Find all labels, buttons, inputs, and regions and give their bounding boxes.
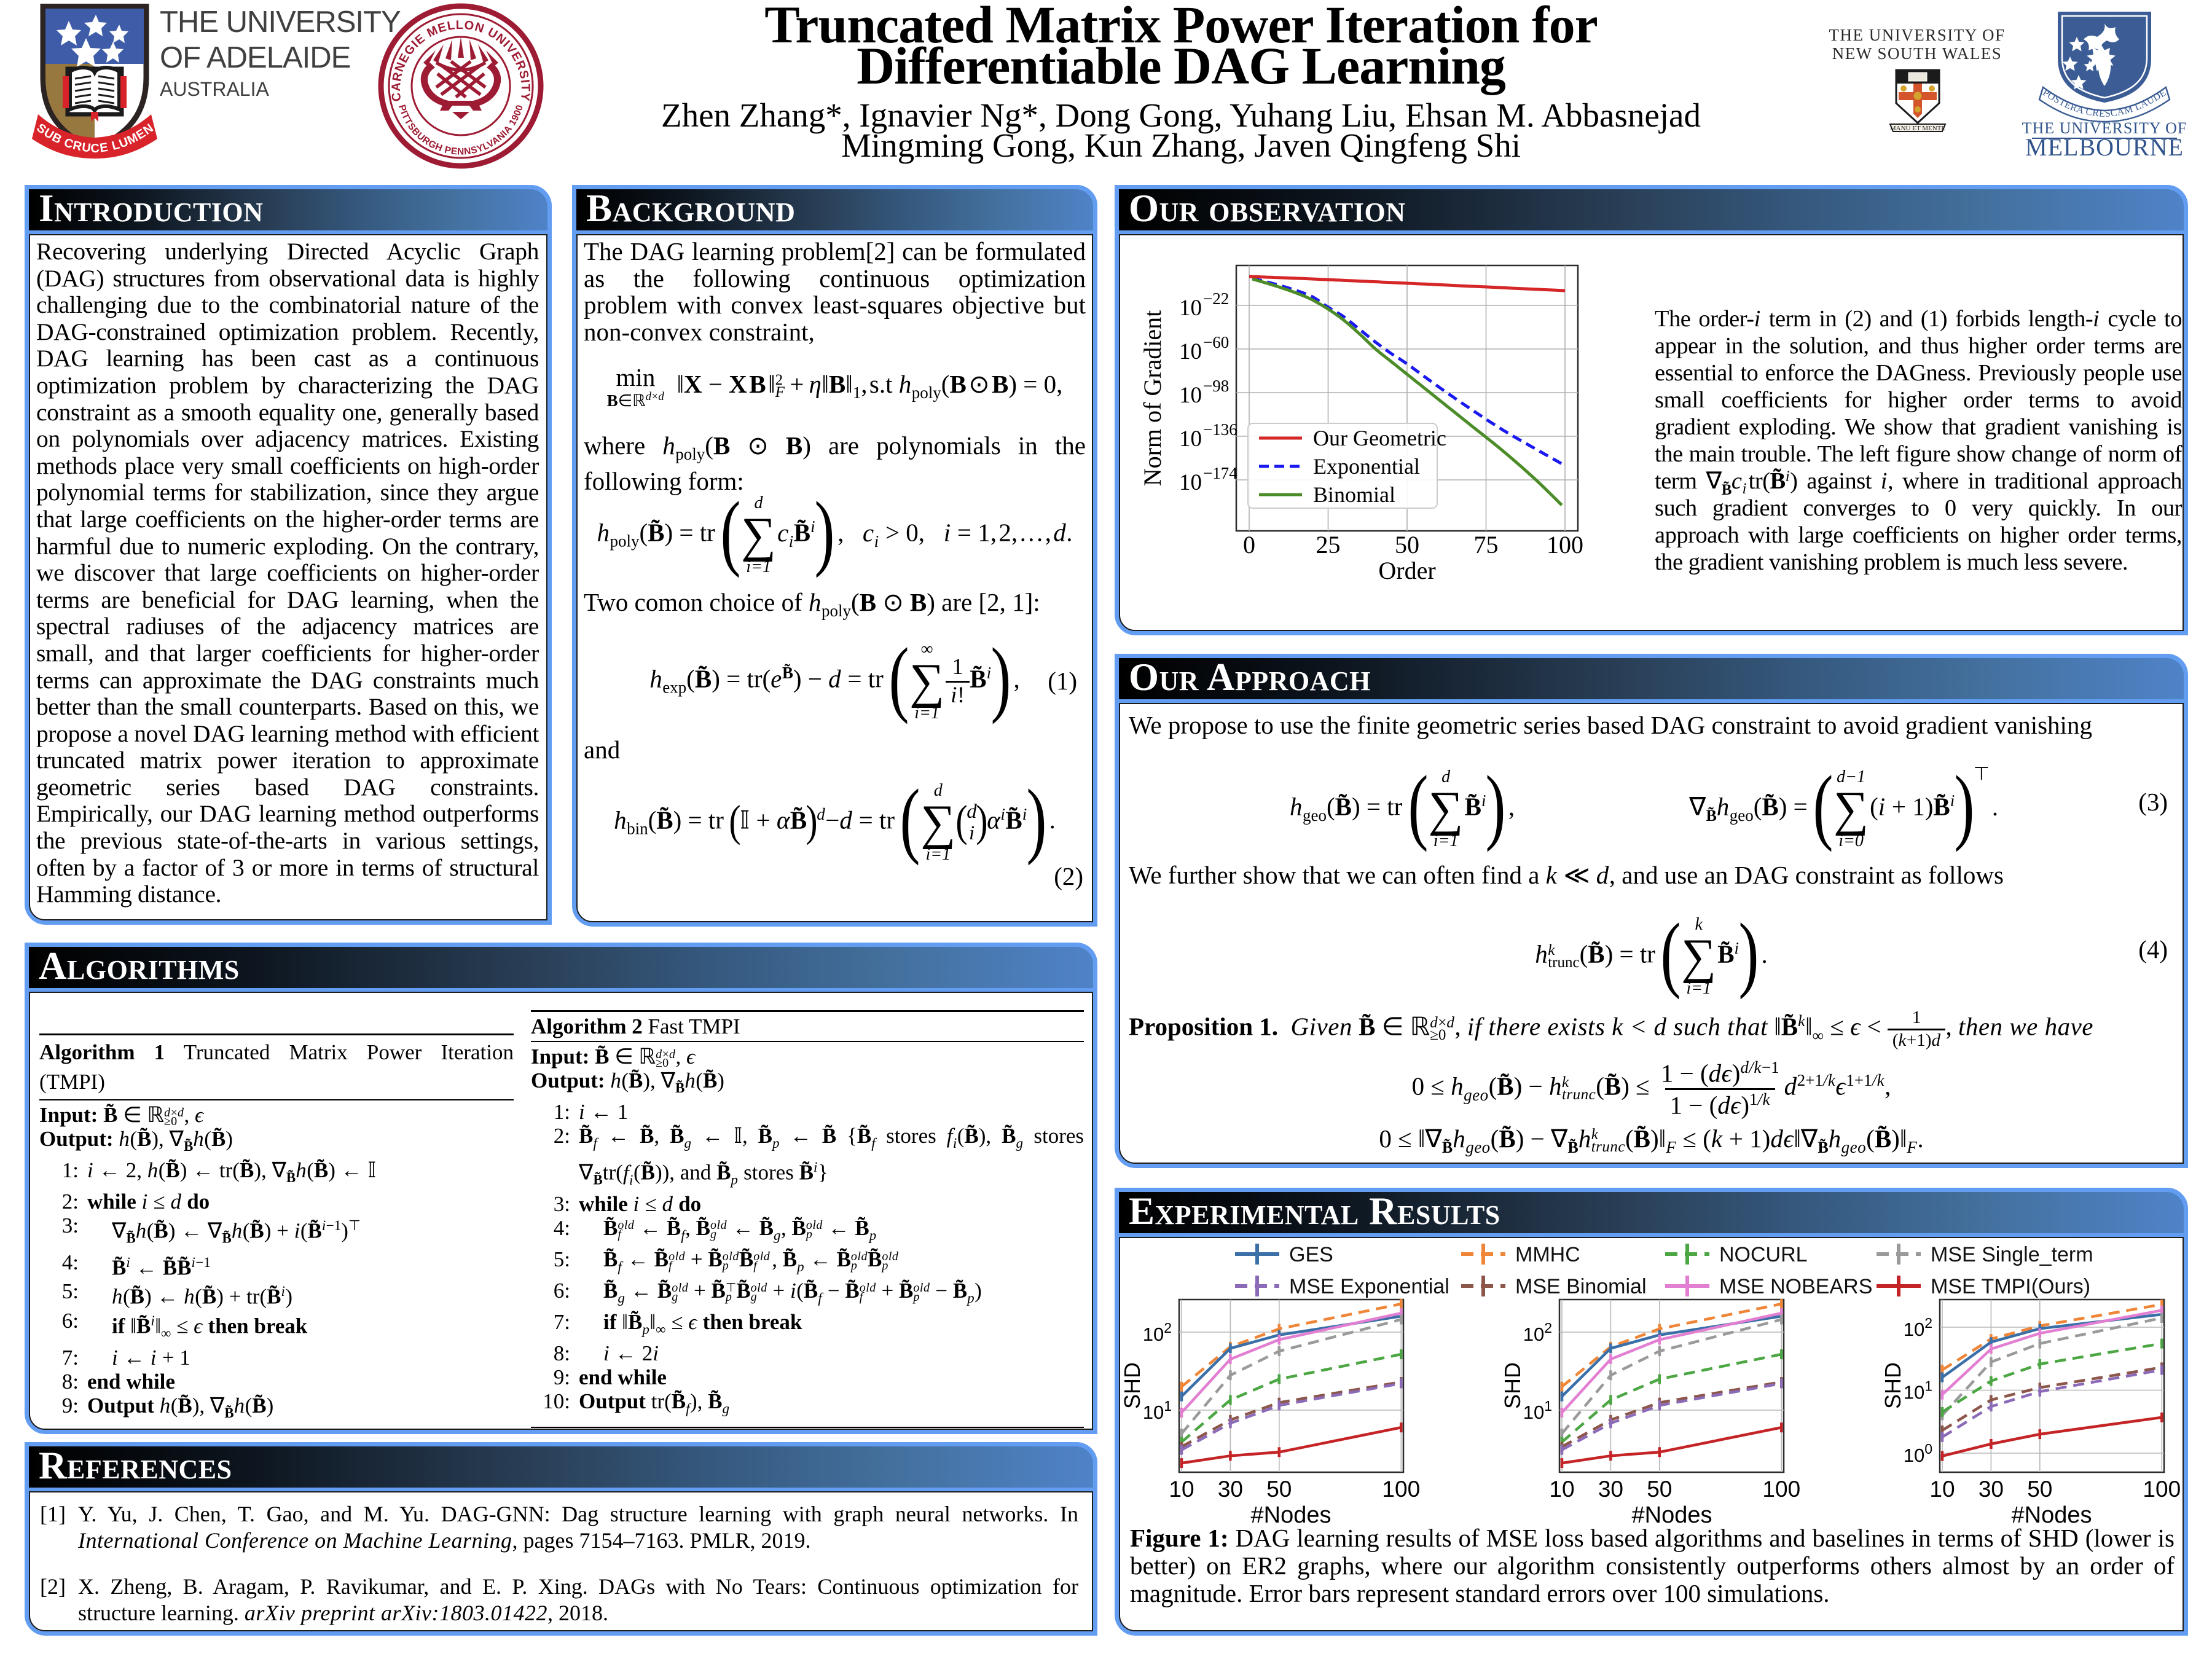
svg-text:#Nodes: #Nodes xyxy=(2012,1502,2092,1528)
svg-text:25: 25 xyxy=(1316,531,1341,559)
svg-text:AUSTRALIA: AUSTRALIA xyxy=(160,78,269,100)
svg-text:−174: −174 xyxy=(1203,464,1237,482)
svg-text:Norm of Gradient: Norm of Gradient xyxy=(1139,310,1166,487)
svg-text:SHD: SHD xyxy=(1880,1362,1905,1409)
svg-text:50: 50 xyxy=(1266,1477,1292,1502)
svg-text:#Nodes: #Nodes xyxy=(1251,1502,1332,1528)
svg-text:100: 100 xyxy=(1382,1477,1420,1502)
svg-text:−136: −136 xyxy=(1203,420,1237,439)
svg-text:102: 102 xyxy=(1523,1320,1552,1345)
svg-text:75: 75 xyxy=(1474,531,1499,559)
svg-text:SHD: SHD xyxy=(1500,1362,1525,1409)
svg-text:MSE Binomial: MSE Binomial xyxy=(1515,1275,1647,1298)
svg-text:Order: Order xyxy=(1378,557,1435,584)
svg-text:Exponential: Exponential xyxy=(1313,454,1420,479)
svg-text:10: 10 xyxy=(1179,383,1202,408)
svg-text:−22: −22 xyxy=(1203,289,1229,308)
svg-text:THE UNIVERSITY OF: THE UNIVERSITY OF xyxy=(1829,26,2006,44)
svg-text:50: 50 xyxy=(2027,1477,2052,1502)
svg-text:100: 100 xyxy=(1762,1477,1800,1502)
svg-text:101: 101 xyxy=(1523,1398,1552,1423)
svg-text:−60: −60 xyxy=(1203,333,1229,351)
svg-text:30: 30 xyxy=(1218,1477,1243,1502)
svg-text:SHD: SHD xyxy=(1120,1362,1145,1409)
svg-text:101: 101 xyxy=(1143,1398,1172,1423)
svg-text:100: 100 xyxy=(1547,531,1583,559)
svg-text:#Nodes: #Nodes xyxy=(1632,1502,1712,1528)
svg-text:30: 30 xyxy=(1979,1477,2004,1502)
svg-text:THE UNIVERSITY OF: THE UNIVERSITY OF xyxy=(2022,119,2187,137)
svg-text:OF ADELAIDE: OF ADELAIDE xyxy=(160,41,350,74)
svg-text:50: 50 xyxy=(1395,531,1419,559)
svg-text:NEW SOUTH WALES: NEW SOUTH WALES xyxy=(1832,44,2002,63)
svg-text:Binomial: Binomial xyxy=(1313,482,1395,507)
svg-text:MSE Single_term: MSE Single_term xyxy=(1931,1243,2093,1266)
svg-text:MELBOURNE: MELBOURNE xyxy=(2025,133,2184,161)
svg-text:102: 102 xyxy=(1143,1320,1172,1345)
svg-text:10: 10 xyxy=(1179,470,1202,495)
svg-text:0: 0 xyxy=(1243,531,1255,559)
svg-text:MMHC: MMHC xyxy=(1515,1243,1580,1266)
svg-text:100: 100 xyxy=(1904,1441,1932,1466)
svg-text:102: 102 xyxy=(1904,1315,1932,1340)
svg-text:50: 50 xyxy=(1647,1477,1672,1502)
svg-text:10: 10 xyxy=(1179,339,1202,364)
svg-text:NOCURL: NOCURL xyxy=(1719,1243,1808,1266)
svg-text:10: 10 xyxy=(1179,296,1202,321)
svg-text:10: 10 xyxy=(1929,1477,1955,1502)
svg-text:MSE Exponential: MSE Exponential xyxy=(1289,1275,1449,1298)
svg-text:100: 100 xyxy=(2143,1477,2181,1502)
svg-text:30: 30 xyxy=(1598,1477,1623,1502)
svg-text:10: 10 xyxy=(1549,1477,1574,1502)
svg-text:10: 10 xyxy=(1179,426,1202,452)
svg-text:101: 101 xyxy=(1904,1378,1932,1403)
svg-text:MSE TMPI(Ours): MSE TMPI(Ours) xyxy=(1931,1275,2090,1298)
svg-text:−98: −98 xyxy=(1203,377,1229,395)
svg-text:MANU ET MENTE: MANU ET MENTE xyxy=(1890,125,1946,132)
svg-text:THE UNIVERSITY: THE UNIVERSITY xyxy=(160,6,401,39)
svg-text:10: 10 xyxy=(1169,1477,1194,1502)
svg-text:Our Geometric: Our Geometric xyxy=(1313,426,1446,450)
svg-text:MSE NOBEARS: MSE NOBEARS xyxy=(1719,1275,1872,1298)
svg-text:GES: GES xyxy=(1289,1243,1333,1266)
